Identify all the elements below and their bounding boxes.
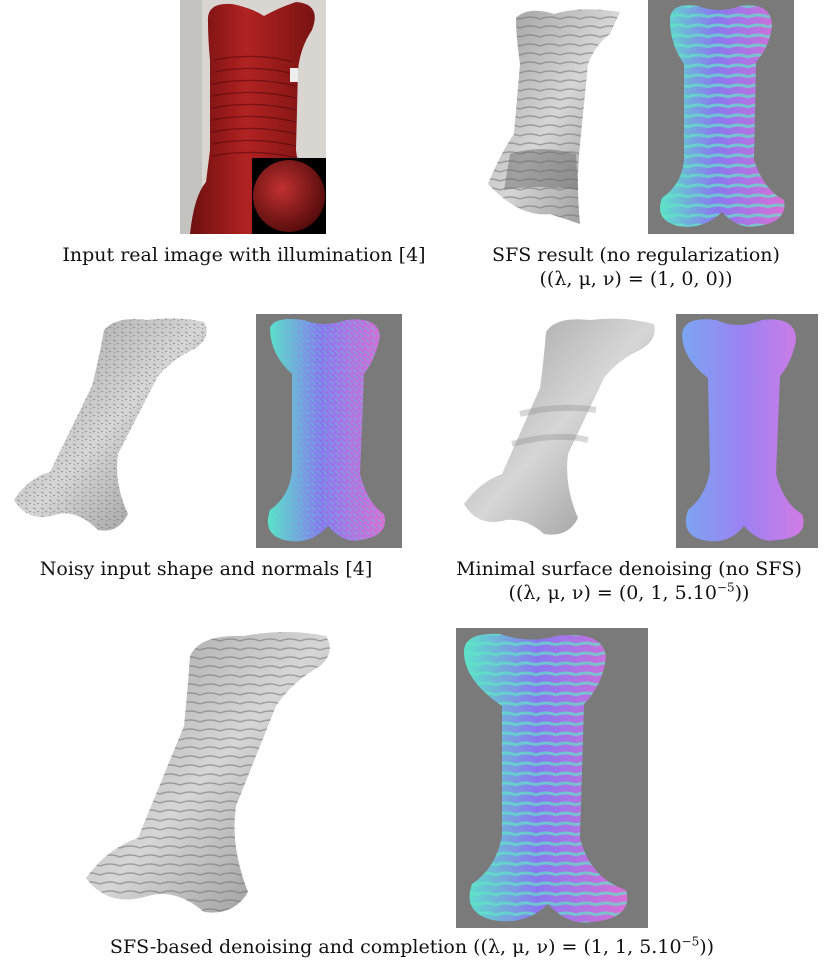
caption-sfs-denoising-text: SFS-based denoising and completion ((λ, … — [0, 935, 824, 959]
noisy-input-mesh — [8, 314, 212, 540]
minimal-surface-mesh — [460, 314, 660, 540]
caption-minimal-params: ((λ, μ, ν) = (0, 1, 5.10−5)) — [434, 581, 824, 605]
input-real-image — [180, 0, 326, 234]
caption-sfs-result: SFS result (no regularization) ((λ, μ, ν… — [456, 243, 816, 291]
caption-input-real-image-text: Input real image with illumination [4] — [40, 243, 448, 267]
caption-noisy-input: Noisy input shape and normals [4] — [6, 557, 406, 581]
caption-minimal-surface-text: Minimal surface denoising (no SFS) — [434, 557, 824, 581]
minimal-surface-normals — [676, 314, 818, 548]
caption-minimal-surface: Minimal surface denoising (no SFS) ((λ, … — [434, 557, 824, 605]
caption-noisy-input-text: Noisy input shape and normals [4] — [6, 557, 406, 581]
noisy-input-normals — [256, 314, 402, 548]
caption-sfs-denoising: SFS-based denoising and completion ((λ, … — [0, 935, 824, 959]
caption-sfs-result-text: SFS result (no regularization) — [456, 243, 816, 267]
sfs-result-mesh — [480, 4, 636, 230]
caption-input-real-image: Input real image with illumination [4] — [40, 243, 448, 267]
sfs-result-normals — [648, 0, 794, 234]
caption-sfs-params: ((λ, μ, ν) = (1, 0, 0)) — [456, 267, 816, 291]
sfs-denoised-normals — [456, 628, 648, 928]
sfs-denoised-mesh — [80, 626, 342, 920]
